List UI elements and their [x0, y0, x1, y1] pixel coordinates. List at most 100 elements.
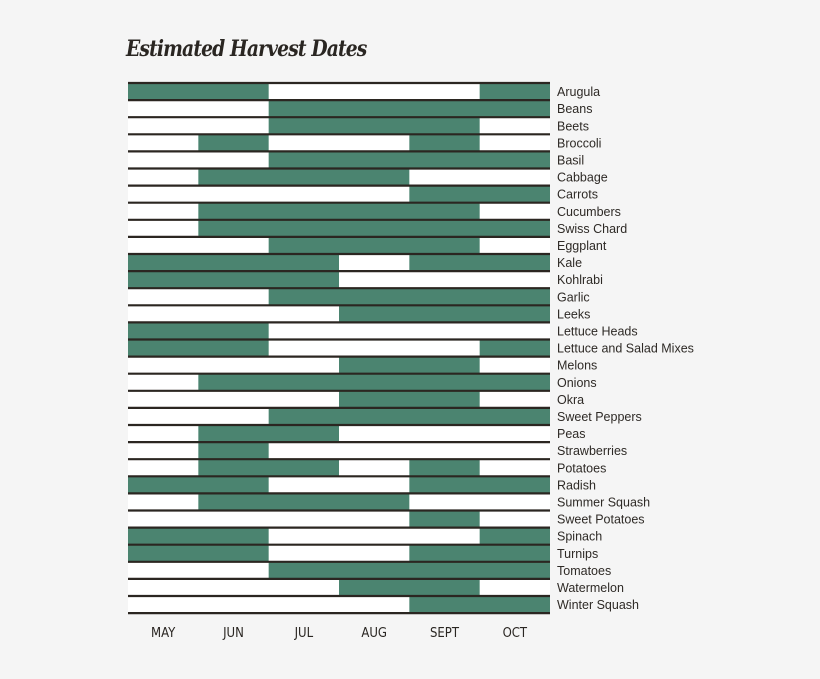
- crop-label: Beans: [557, 102, 592, 116]
- crop-row: [128, 151, 550, 169]
- crop-label: Lettuce and Salad Mixes: [557, 342, 694, 356]
- crop-label: Tomatoes: [557, 564, 611, 578]
- harvest-bar: [128, 322, 269, 340]
- crop-label: Eggplant: [557, 239, 607, 253]
- crop-row: [128, 117, 550, 135]
- crop-row: [128, 476, 550, 494]
- crop-label: Sweet Peppers: [557, 410, 642, 424]
- harvest-bar: [479, 339, 550, 357]
- harvest-bar: [268, 100, 550, 118]
- crop-label: Radish: [557, 478, 596, 492]
- crop-row: [128, 356, 550, 374]
- crop-label: Okra: [557, 393, 584, 407]
- crop-row: [128, 407, 550, 425]
- row-background: [128, 442, 550, 460]
- harvest-bar: [268, 407, 550, 425]
- harvest-bar: [268, 236, 480, 254]
- harvest-bar: [268, 151, 550, 169]
- crop-row: [128, 322, 550, 340]
- crop-label: Turnips: [557, 547, 598, 561]
- crop-row: [128, 493, 550, 511]
- crop-row: [128, 459, 550, 477]
- crop-label: Cucumbers: [557, 205, 621, 219]
- harvest-bar: [198, 168, 410, 186]
- crop-row: [128, 83, 550, 101]
- harvest-bar: [409, 544, 550, 562]
- crop-row: [128, 271, 550, 289]
- crop-row: [128, 168, 550, 186]
- crop-label: Watermelon: [557, 581, 624, 595]
- crop-row: [128, 544, 550, 562]
- crop-label: Basil: [557, 153, 584, 167]
- crop-label: Cabbage: [557, 171, 608, 185]
- harvest-bar: [198, 202, 480, 220]
- crop-label: Potatoes: [557, 461, 606, 475]
- harvest-bar: [479, 83, 550, 101]
- crop-label: Spinach: [557, 530, 602, 544]
- month-label: SEPT: [430, 626, 460, 641]
- crop-label: Melons: [557, 359, 597, 373]
- crop-row: [128, 100, 550, 118]
- crop-row: [128, 185, 550, 203]
- harvest-bar: [409, 510, 480, 528]
- crop-label: Lettuce Heads: [557, 324, 638, 338]
- harvest-bar: [339, 390, 480, 408]
- crop-label: Beets: [557, 119, 589, 133]
- harvest-bar: [128, 544, 269, 562]
- month-label: MAY: [151, 626, 176, 641]
- harvest-bar: [409, 134, 480, 152]
- row-background: [128, 134, 550, 152]
- month-label: AUG: [361, 626, 387, 641]
- month-label: OCT: [503, 626, 528, 641]
- crop-row: [128, 219, 551, 237]
- crop-row: [128, 425, 550, 443]
- harvest-bar: [198, 373, 551, 391]
- harvest-bars: [128, 83, 551, 614]
- harvest-bar: [268, 117, 480, 135]
- crop-row: [128, 236, 550, 254]
- crop-label: Broccoli: [557, 136, 601, 150]
- crop-label: Peas: [557, 427, 586, 441]
- harvest-bar: [198, 459, 339, 477]
- crop-label: Winter Squash: [557, 598, 639, 612]
- harvest-bar: [339, 578, 480, 596]
- crop-label: Strawberries: [557, 444, 627, 458]
- crop-label: Carrots: [557, 188, 598, 202]
- harvest-bar: [128, 271, 339, 289]
- crop-row: [128, 578, 550, 596]
- harvest-bar: [198, 442, 269, 460]
- crop-row: [128, 442, 550, 460]
- harvest-bar: [409, 459, 480, 477]
- crop-row: [128, 288, 550, 306]
- harvest-bar: [128, 339, 269, 357]
- month-label: JUN: [222, 626, 244, 641]
- crop-row: [128, 510, 550, 528]
- harvest-bar: [409, 254, 550, 272]
- month-label: JUL: [294, 626, 314, 641]
- crop-row: [128, 202, 550, 220]
- harvest-bar: [409, 476, 550, 494]
- crop-row: [128, 390, 550, 408]
- month-axis: MAY JUN JUL AUG SEPT OCT: [151, 626, 528, 641]
- crop-label: Arugula: [557, 85, 600, 99]
- crop-label: Leeks: [557, 307, 590, 321]
- crop-label: Swiss Chard: [557, 222, 627, 236]
- crop-label: Kale: [557, 256, 582, 270]
- harvest-bar: [198, 493, 410, 511]
- crop-row: [128, 561, 550, 579]
- crop-label: Sweet Potatoes: [557, 513, 645, 527]
- crop-label: Onions: [557, 376, 597, 390]
- crop-label: Kohlrabi: [557, 273, 603, 287]
- row-dividers: [128, 81, 550, 615]
- harvest-bar: [198, 425, 339, 443]
- harvest-bar: [198, 134, 269, 152]
- crop-labels: Arugula Beans Beets Broccoli Basil Cabbage Car…: [557, 85, 694, 612]
- crop-label: Summer Squash: [557, 495, 650, 509]
- harvest-bar: [339, 356, 480, 374]
- harvest-bar: [339, 305, 550, 323]
- crop-row: [128, 596, 550, 614]
- harvest-bar: [128, 83, 269, 101]
- harvest-bar: [409, 185, 550, 203]
- harvest-bar: [409, 596, 550, 614]
- harvest-bar: [268, 561, 550, 579]
